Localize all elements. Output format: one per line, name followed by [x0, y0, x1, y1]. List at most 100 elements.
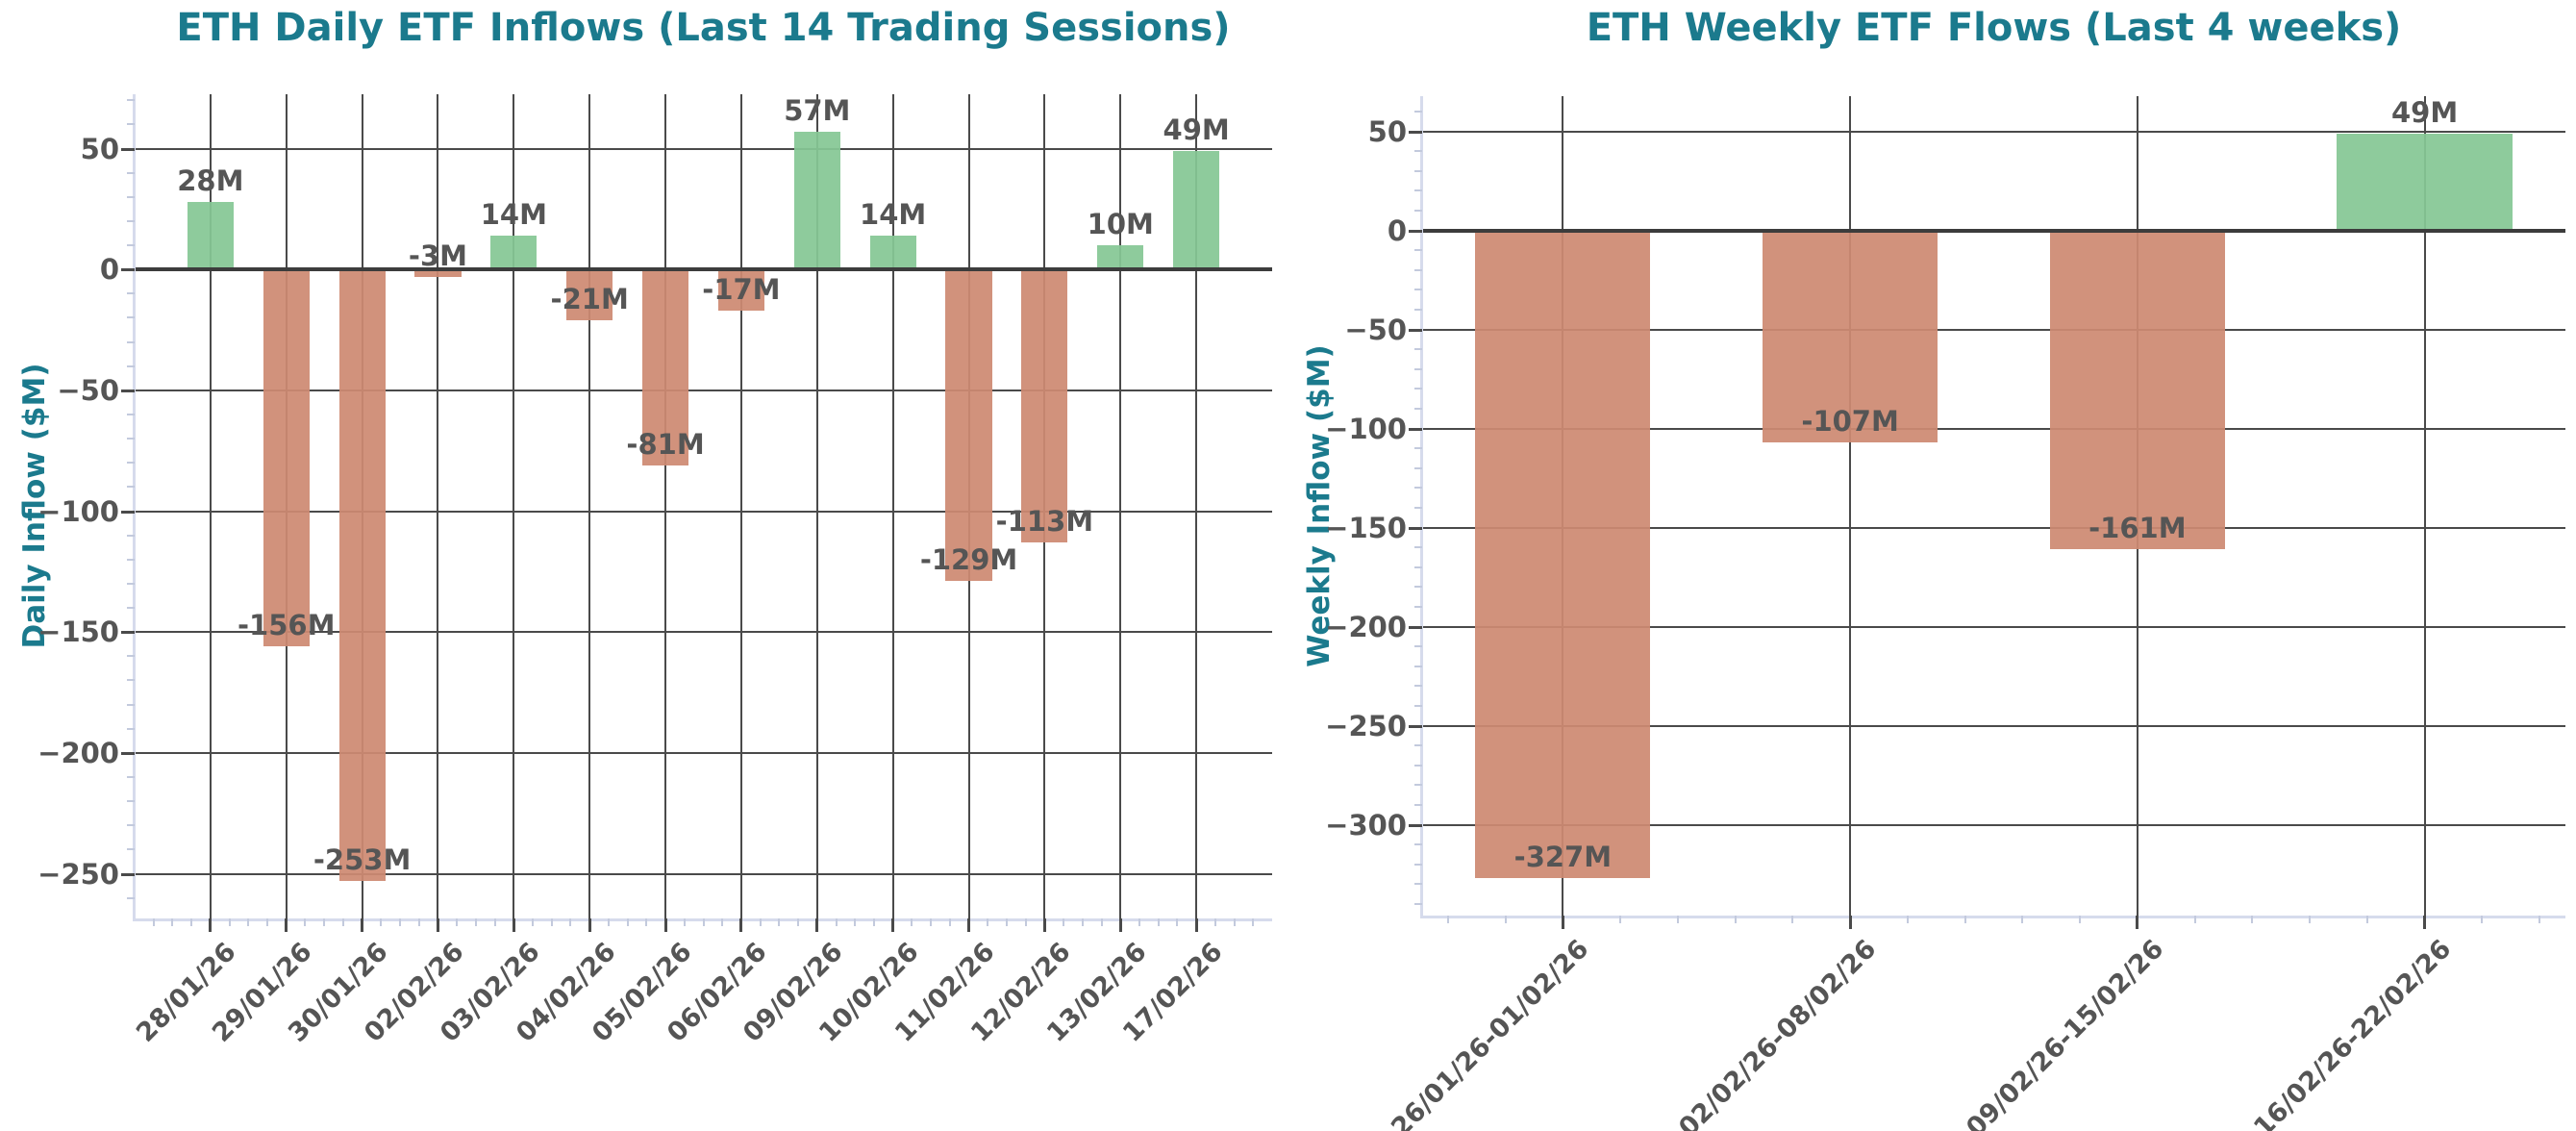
- x-minor-tick: [872, 918, 875, 926]
- x-minor-tick: [1619, 916, 1622, 923]
- y-major-tick: [121, 147, 135, 151]
- x-minor-tick: [380, 918, 383, 926]
- y-minor-tick: [1414, 249, 1422, 252]
- x-minor-tick: [645, 918, 648, 926]
- negative-bar: [717, 269, 764, 311]
- x-minor-tick: [1906, 916, 1909, 923]
- horizontal-gridline: [1422, 130, 2565, 133]
- negative-bar: [2049, 230, 2225, 550]
- x-minor-tick: [1157, 918, 1160, 926]
- positive-bar: [187, 201, 234, 270]
- x-minor-tick: [2193, 916, 2196, 923]
- x-tick-label: 26/01/26-01/02/26: [1386, 934, 1595, 1131]
- y-minor-tick: [1414, 843, 1422, 846]
- x-minor-tick: [835, 918, 838, 926]
- y-minor-tick: [127, 679, 135, 682]
- x-major-tick: [1042, 918, 1046, 932]
- negative-bar: [566, 269, 613, 320]
- x-minor-tick: [2251, 916, 2254, 923]
- y-minor-tick: [127, 219, 135, 222]
- x-minor-tick: [2079, 916, 2082, 923]
- y-minor-tick: [1414, 487, 1422, 490]
- x-minor-tick: [456, 918, 459, 926]
- negative-bar: [263, 269, 310, 647]
- x-major-tick: [588, 918, 591, 932]
- x-minor-tick: [2538, 916, 2541, 923]
- y-minor-tick: [127, 123, 135, 126]
- positive-bar: [490, 236, 538, 270]
- x-minor-tick: [1963, 916, 1966, 923]
- y-minor-tick: [1414, 388, 1422, 390]
- y-minor-tick: [1414, 606, 1422, 609]
- y-minor-tick: [127, 364, 135, 367]
- y-major-tick: [1409, 427, 1422, 431]
- y-minor-tick: [1414, 408, 1422, 411]
- y-minor-tick: [1414, 744, 1422, 747]
- x-minor-tick: [399, 918, 402, 926]
- y-tick-label: −100: [1325, 412, 1407, 445]
- daily-chart-title: ETH Daily ETF Inflows (Last 14 Trading S…: [176, 6, 1231, 50]
- y-minor-tick: [1414, 586, 1422, 589]
- y-minor-tick: [1414, 169, 1422, 172]
- horizontal-gridline: [135, 389, 1272, 391]
- y-minor-tick: [127, 413, 135, 415]
- x-major-tick: [891, 918, 895, 932]
- negative-bar: [1021, 269, 1068, 543]
- y-minor-tick: [1414, 764, 1422, 767]
- x-minor-tick: [1081, 918, 1084, 926]
- y-tick-label: 0: [99, 253, 119, 287]
- y-minor-tick: [1414, 268, 1422, 271]
- x-major-tick: [512, 918, 515, 932]
- y-minor-tick: [127, 896, 135, 899]
- horizontal-gridline: [1422, 724, 2565, 727]
- horizontal-gridline: [1422, 427, 2565, 430]
- y-minor-tick: [127, 99, 135, 102]
- y-major-tick: [121, 751, 135, 755]
- y-minor-tick: [1414, 348, 1422, 351]
- x-major-tick: [285, 918, 288, 932]
- x-minor-tick: [626, 918, 629, 926]
- y-tick-label: −50: [57, 373, 119, 407]
- x-minor-tick: [417, 918, 420, 926]
- y-minor-tick: [1414, 111, 1422, 113]
- vertical-gridline: [437, 94, 439, 918]
- positive-bar: [1173, 151, 1220, 270]
- x-minor-tick: [247, 918, 250, 926]
- x-minor-tick: [1791, 916, 1794, 923]
- y-minor-tick: [1414, 447, 1422, 450]
- y-minor-tick: [127, 292, 135, 295]
- y-tick-label: 50: [80, 132, 119, 165]
- zero-line: [135, 267, 1272, 272]
- positive-bar: [793, 131, 840, 270]
- negative-bar: [642, 269, 689, 465]
- y-tick-label: −150: [38, 616, 119, 649]
- bar-value-label: 28M: [177, 163, 244, 197]
- bar-value-label: -3M: [408, 239, 467, 272]
- y-minor-tick: [127, 582, 135, 585]
- x-minor-tick: [323, 918, 326, 926]
- bar-value-label: -113M: [995, 505, 1094, 539]
- y-minor-tick: [1414, 189, 1422, 192]
- y-minor-tick: [127, 462, 135, 465]
- y-minor-tick: [127, 824, 135, 827]
- bar-value-label: -17M: [702, 272, 781, 306]
- y-minor-tick: [1414, 546, 1422, 549]
- x-minor-tick: [1676, 916, 1679, 923]
- y-major-tick: [1409, 823, 1422, 827]
- vertical-gridline: [1849, 96, 1852, 916]
- y-minor-tick: [127, 607, 135, 610]
- vertical-gridline: [815, 94, 818, 918]
- y-minor-tick: [1414, 150, 1422, 153]
- x-major-tick: [663, 918, 667, 932]
- x-tick-label: 02/02/26-08/02/26: [1673, 934, 1883, 1131]
- x-minor-tick: [2365, 916, 2368, 923]
- bar-value-label: 14M: [860, 198, 927, 232]
- x-minor-tick: [152, 918, 155, 926]
- y-minor-tick: [127, 316, 135, 319]
- bar-value-label: -327M: [1513, 841, 1613, 874]
- y-axis-spine: [133, 94, 136, 921]
- x-minor-tick: [1063, 918, 1065, 926]
- vertical-gridline: [664, 94, 667, 918]
- y-minor-tick: [1414, 883, 1422, 886]
